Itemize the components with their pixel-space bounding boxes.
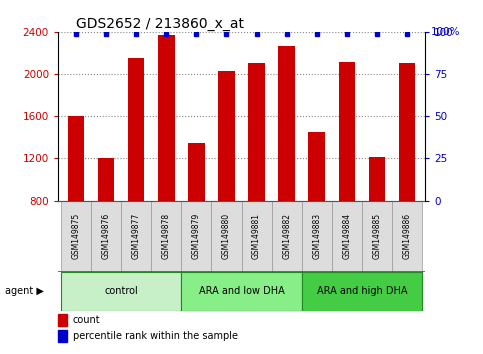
Bar — [58, 314, 67, 326]
Bar — [332, 201, 362, 272]
Bar — [158, 35, 174, 201]
Text: GSM149882: GSM149882 — [282, 213, 291, 259]
Text: GSM149879: GSM149879 — [192, 213, 201, 259]
Bar — [212, 201, 242, 272]
Bar — [302, 201, 332, 272]
Text: GSM149886: GSM149886 — [402, 213, 412, 259]
Text: count: count — [72, 315, 100, 325]
Bar — [339, 62, 355, 201]
Bar — [91, 201, 121, 272]
Text: ARA and low DHA: ARA and low DHA — [199, 286, 284, 296]
Bar — [242, 201, 271, 272]
Bar — [362, 201, 392, 272]
Text: agent ▶: agent ▶ — [5, 286, 43, 296]
Text: 100%: 100% — [431, 27, 460, 37]
Bar — [128, 58, 144, 201]
Text: GSM149876: GSM149876 — [101, 213, 111, 259]
Text: GSM149881: GSM149881 — [252, 213, 261, 259]
Bar — [248, 63, 265, 201]
Bar — [151, 201, 181, 272]
Bar — [278, 46, 295, 201]
Text: GSM149875: GSM149875 — [71, 213, 81, 259]
Text: control: control — [104, 286, 138, 296]
Bar — [61, 272, 181, 311]
Bar — [58, 330, 67, 342]
Bar — [181, 272, 302, 311]
Bar — [392, 201, 422, 272]
Text: GSM149880: GSM149880 — [222, 213, 231, 259]
Text: GSM149884: GSM149884 — [342, 213, 351, 259]
Text: percentile rank within the sample: percentile rank within the sample — [72, 331, 238, 341]
Bar — [121, 201, 151, 272]
Bar — [398, 63, 415, 201]
Bar — [181, 201, 212, 272]
Bar — [68, 116, 85, 201]
Text: GSM149877: GSM149877 — [132, 213, 141, 259]
Bar — [302, 272, 422, 311]
Bar — [218, 71, 235, 201]
Bar — [271, 201, 302, 272]
Bar — [98, 159, 114, 201]
Text: GSM149883: GSM149883 — [312, 213, 321, 259]
Bar — [188, 143, 205, 201]
Bar — [61, 201, 91, 272]
Text: ARA and high DHA: ARA and high DHA — [316, 286, 407, 296]
Text: GDS2652 / 213860_x_at: GDS2652 / 213860_x_at — [76, 17, 244, 31]
Text: GSM149878: GSM149878 — [162, 213, 171, 259]
Bar — [309, 132, 325, 201]
Text: GSM149885: GSM149885 — [372, 213, 382, 259]
Bar — [369, 158, 385, 201]
